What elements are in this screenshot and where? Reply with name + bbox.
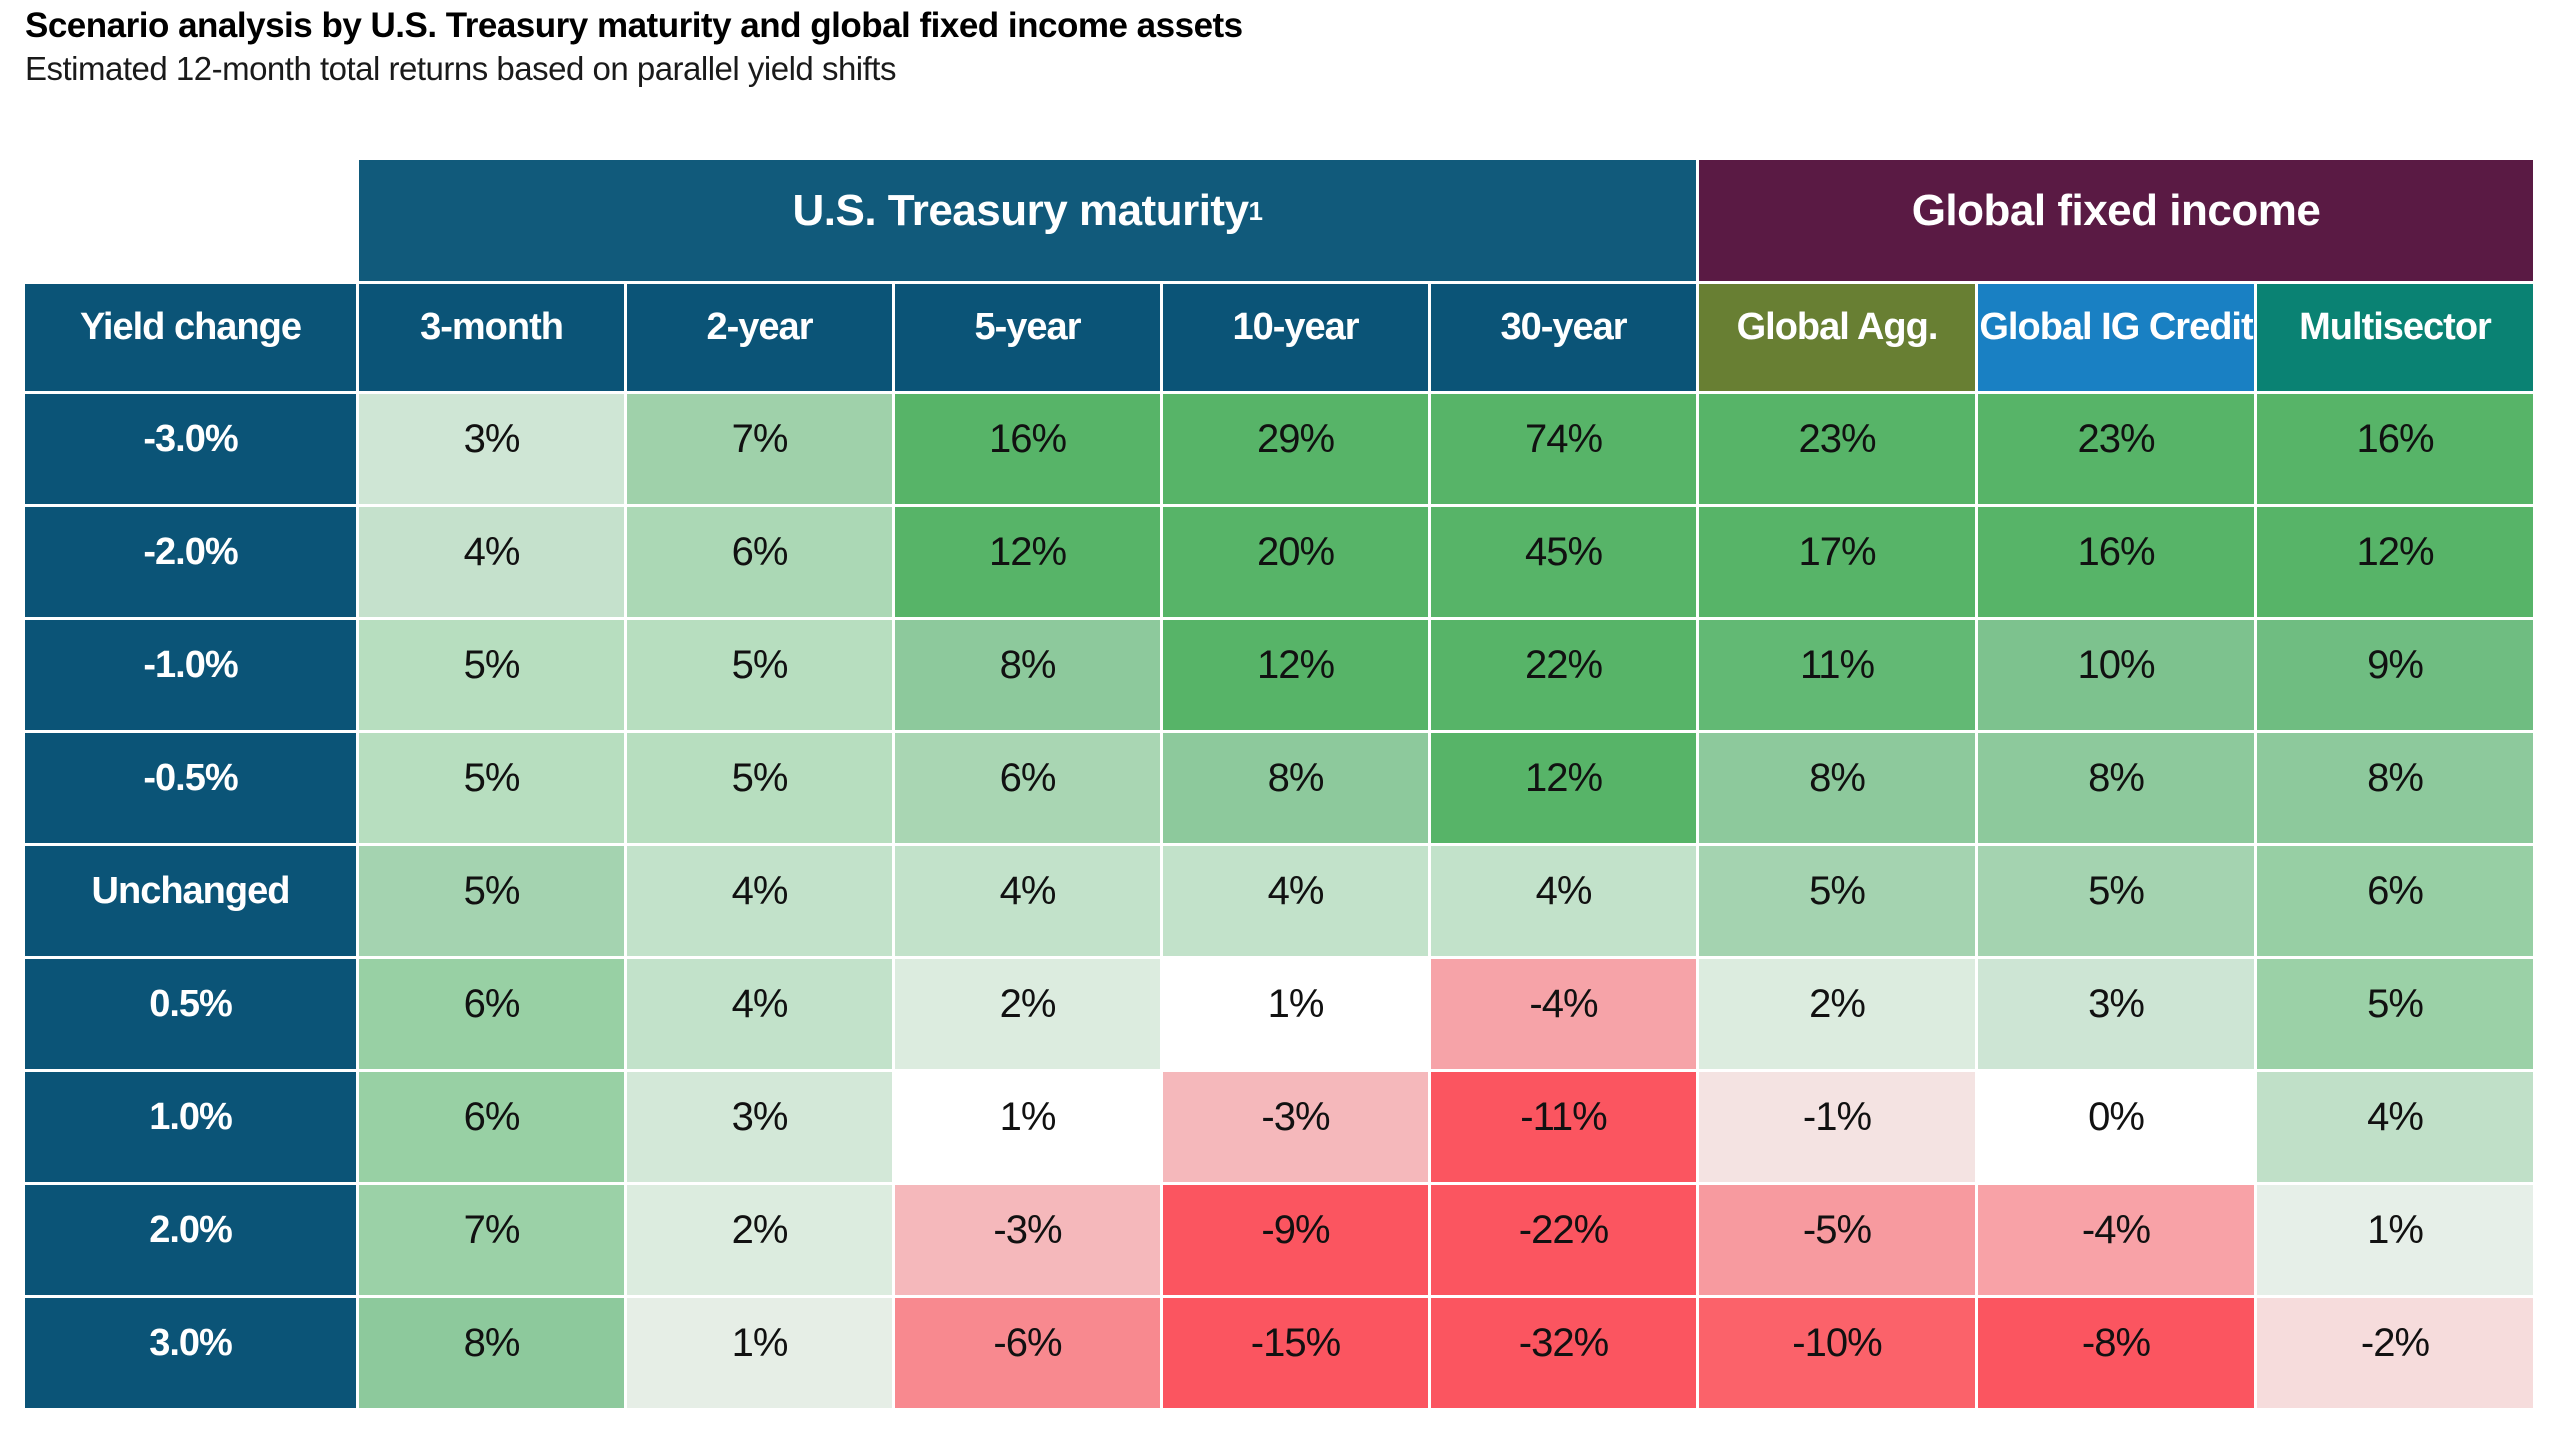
heatmap-cell: 17% (1699, 507, 1975, 617)
heatmap-cell: -4% (1431, 959, 1696, 1069)
heatmap-cell: 29% (1163, 394, 1428, 504)
page-title: Scenario analysis by U.S. Treasury matur… (25, 6, 1243, 45)
heatmap-cell: 11% (1699, 620, 1975, 730)
heatmap-cell: 4% (359, 507, 624, 617)
heatmap-cell: 3% (1978, 959, 2254, 1069)
heatmap-cell: 5% (627, 620, 892, 730)
heatmap-cell: 4% (627, 846, 892, 956)
group-header-global-fixed-income: Global fixed income (1699, 160, 2533, 281)
heatmap-cell: 3% (627, 1072, 892, 1182)
row-label: 0.5% (25, 959, 356, 1069)
heatmap-cell: 4% (895, 846, 1160, 956)
column-header-30-year: 30-year (1431, 284, 1696, 391)
page-subtitle: Estimated 12-month total returns based o… (25, 50, 896, 87)
heatmap-cell: 4% (1163, 846, 1428, 956)
heatmap-cell: 6% (2257, 846, 2533, 956)
heatmap-cell: 45% (1431, 507, 1696, 617)
heatmap-cell: 4% (2257, 1072, 2533, 1182)
heatmap-cell: 7% (627, 394, 892, 504)
heatmap-cell: 16% (895, 394, 1160, 504)
heatmap-cell: 8% (1699, 733, 1975, 843)
heatmap-cell: -1% (1699, 1072, 1975, 1182)
row-label: -2.0% (25, 507, 356, 617)
heatmap-cell: 20% (1163, 507, 1428, 617)
heatmap-cell: -3% (1163, 1072, 1428, 1182)
heatmap-cell: 16% (2257, 394, 2533, 504)
heatmap-cell: 4% (1431, 846, 1696, 956)
row-label: -3.0% (25, 394, 356, 504)
heatmap-cell: 8% (1978, 733, 2254, 843)
heatmap-cell: 12% (1163, 620, 1428, 730)
heatmap-cell: 23% (1978, 394, 2254, 504)
column-header-multisector: Multisector (2257, 284, 2533, 391)
heatmap-cell: 1% (2257, 1185, 2533, 1295)
heatmap-cell: 3% (359, 394, 624, 504)
heatmap-cell: 22% (1431, 620, 1696, 730)
heatmap-cell: 2% (1699, 959, 1975, 1069)
row-label: 2.0% (25, 1185, 356, 1295)
heatmap-cell: 9% (2257, 620, 2533, 730)
heatmap-cell: -3% (895, 1185, 1160, 1295)
heatmap-cell: 1% (627, 1298, 892, 1408)
heatmap-cell: 1% (1163, 959, 1428, 1069)
column-header-10-year: 10-year (1163, 284, 1428, 391)
heatmap-cell: 5% (359, 733, 624, 843)
heatmap-cell: 16% (1978, 507, 2254, 617)
heatmap-cell: -8% (1978, 1298, 2254, 1408)
heatmap-cell: 4% (627, 959, 892, 1069)
heatmap-cell: -5% (1699, 1185, 1975, 1295)
heatmap-cell: 5% (1699, 846, 1975, 956)
column-header-global-agg-: Global Agg. (1699, 284, 1975, 391)
heatmap-cell: 6% (359, 1072, 624, 1182)
heatmap-cell: 0% (1978, 1072, 2254, 1182)
column-header-5-year: 5-year (895, 284, 1160, 391)
heatmap-cell: 74% (1431, 394, 1696, 504)
heatmap-cell: 6% (359, 959, 624, 1069)
heatmap-cell: 5% (627, 733, 892, 843)
heatmap-cell: 10% (1978, 620, 2254, 730)
heatmap-cell: 23% (1699, 394, 1975, 504)
heatmap-cell: 8% (1163, 733, 1428, 843)
heatmap-cell: -22% (1431, 1185, 1696, 1295)
heatmap-cell: -32% (1431, 1298, 1696, 1408)
row-label: 1.0% (25, 1072, 356, 1182)
heatmap-cell: -11% (1431, 1072, 1696, 1182)
heatmap-cell: 8% (2257, 733, 2533, 843)
heatmap-cell: 2% (895, 959, 1160, 1069)
group-header-treasury: U.S. Treasury maturity 1 (359, 160, 1696, 281)
yield-change-header: Yield change (25, 284, 356, 391)
heatmap-cell: 1% (895, 1072, 1160, 1182)
heatmap-cell: -6% (895, 1298, 1160, 1408)
heatmap-cell: 5% (2257, 959, 2533, 1069)
heatmap-cell: -4% (1978, 1185, 2254, 1295)
heatmap-cell: 5% (359, 620, 624, 730)
scenario-heatmap-table: U.S. Treasury maturity 1 Global fixed inco… (25, 160, 2533, 1408)
heatmap-cell: -10% (1699, 1298, 1975, 1408)
heatmap-cell: 8% (895, 620, 1160, 730)
row-label: -1.0% (25, 620, 356, 730)
row-label: 3.0% (25, 1298, 356, 1408)
heatmap-cell: 6% (895, 733, 1160, 843)
column-header-global-ig-credit: Global IG Credit (1978, 284, 2254, 391)
corner-spacer (25, 160, 356, 281)
heatmap-cell: 12% (895, 507, 1160, 617)
heatmap-cell: -15% (1163, 1298, 1428, 1408)
heatmap-cell: 7% (359, 1185, 624, 1295)
heatmap-cell: 12% (1431, 733, 1696, 843)
heatmap-cell: -9% (1163, 1185, 1428, 1295)
heatmap-cell: 8% (359, 1298, 624, 1408)
row-label: Unchanged (25, 846, 356, 956)
row-label: -0.5% (25, 733, 356, 843)
column-header-2-year: 2-year (627, 284, 892, 391)
column-header-3-month: 3-month (359, 284, 624, 391)
heatmap-cell: -2% (2257, 1298, 2533, 1408)
heatmap-cell: 5% (359, 846, 624, 956)
heatmap-cell: 12% (2257, 507, 2533, 617)
heatmap-cell: 6% (627, 507, 892, 617)
heatmap-cell: 5% (1978, 846, 2254, 956)
heatmap-cell: 2% (627, 1185, 892, 1295)
